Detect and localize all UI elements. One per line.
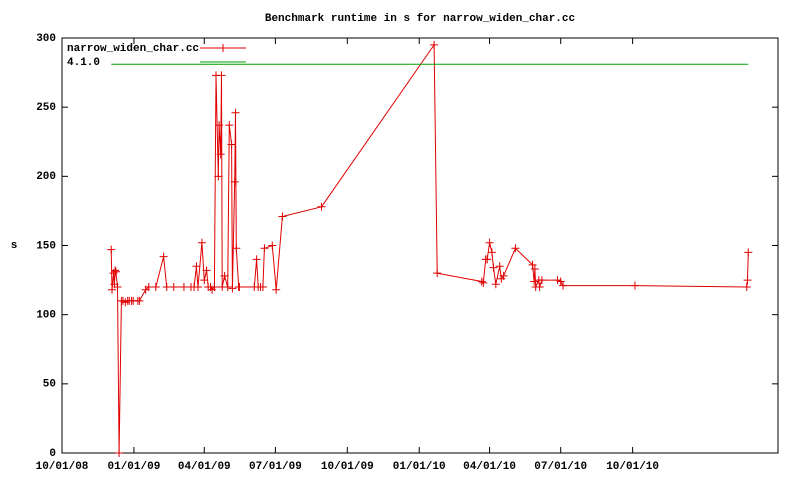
point-marker — [227, 140, 236, 149]
point-marker — [192, 262, 201, 271]
x-tick-label: 10/01/08 — [36, 461, 89, 473]
point-marker — [258, 283, 267, 291]
point-marker — [220, 271, 229, 280]
point-marker — [179, 283, 188, 291]
point-marker — [278, 212, 287, 221]
point-marker — [537, 276, 546, 285]
point-marker — [108, 285, 117, 294]
point-marker — [159, 252, 168, 261]
y-tick-label: 150 — [36, 240, 56, 252]
point-marker — [530, 277, 539, 286]
x-tick-label: 04/01/09 — [178, 461, 231, 473]
x-tick-label: 10/01/09 — [321, 461, 374, 473]
point-marker — [210, 283, 219, 291]
point-marker — [225, 121, 234, 130]
point-marker — [230, 177, 239, 186]
point-marker — [477, 277, 486, 286]
point-marker — [162, 283, 171, 291]
point-marker — [630, 281, 639, 290]
point-marker — [485, 238, 494, 247]
point-marker — [135, 296, 144, 305]
point-marker — [260, 244, 269, 253]
y-tick-label: 200 — [36, 171, 56, 183]
point-marker — [216, 150, 225, 159]
y-tick-label: 300 — [36, 33, 56, 45]
point-marker — [268, 241, 277, 250]
point-marker — [232, 244, 241, 253]
point-marker — [530, 265, 539, 274]
x-tick-label: 01/01/10 — [393, 461, 446, 473]
point-marker — [495, 262, 504, 271]
point-marker — [317, 202, 326, 211]
point-marker — [511, 244, 520, 253]
y-tick-label: 0 — [49, 448, 56, 460]
point-marker — [535, 283, 544, 291]
point-marker — [217, 71, 226, 80]
point-marker — [743, 276, 752, 285]
point-marker — [107, 245, 116, 254]
point-marker — [197, 238, 206, 247]
point-marker — [169, 283, 178, 291]
legend-label: 4.1.0 — [67, 57, 100, 69]
y-tick-label: 100 — [36, 310, 56, 322]
point-marker — [235, 283, 244, 291]
point-marker — [223, 283, 232, 291]
legend-marker — [219, 44, 227, 52]
y-tick-label: 50 — [43, 379, 56, 391]
point-marker — [228, 284, 237, 293]
point-marker — [487, 248, 496, 257]
point-marker — [111, 266, 120, 275]
point-marker — [115, 449, 124, 457]
point-marker — [528, 260, 537, 269]
point-marker — [111, 267, 120, 276]
x-tick-label: 04/01/10 — [463, 461, 516, 473]
point-marker — [194, 283, 203, 291]
point-marker — [272, 285, 281, 294]
x-tick-label: 07/01/09 — [249, 461, 302, 473]
x-tick-label: 01/01/09 — [108, 461, 161, 473]
x-tick-label: 07/01/10 — [534, 461, 587, 473]
point-marker — [214, 172, 223, 181]
point-marker — [479, 278, 488, 287]
x-tick-label: 10/01/10 — [606, 461, 659, 473]
point-marker — [430, 40, 439, 49]
point-marker — [499, 271, 508, 280]
point-marker — [202, 266, 211, 275]
chart-title: Benchmark runtime in s for narrow_widen_… — [265, 13, 575, 25]
point-marker — [231, 108, 240, 117]
point-marker — [252, 255, 261, 264]
y-axis-label: s — [11, 240, 18, 252]
point-marker — [744, 248, 753, 257]
point-marker — [151, 283, 160, 291]
point-marker — [491, 280, 500, 289]
point-marker — [556, 277, 565, 286]
legend-label: narrow_widen_char.cc — [67, 43, 199, 55]
point-marker — [489, 263, 498, 272]
y-tick-label: 250 — [36, 102, 56, 114]
point-marker — [483, 255, 492, 264]
point-marker — [742, 283, 751, 291]
point-marker — [559, 281, 568, 290]
point-marker — [144, 283, 153, 291]
point-marker — [113, 283, 122, 291]
point-marker — [215, 121, 224, 130]
point-marker — [200, 276, 209, 285]
point-marker — [433, 269, 442, 278]
